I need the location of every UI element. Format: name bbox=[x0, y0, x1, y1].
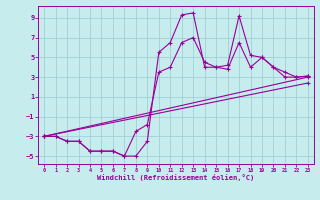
X-axis label: Windchill (Refroidissement éolien,°C): Windchill (Refroidissement éolien,°C) bbox=[97, 174, 255, 181]
